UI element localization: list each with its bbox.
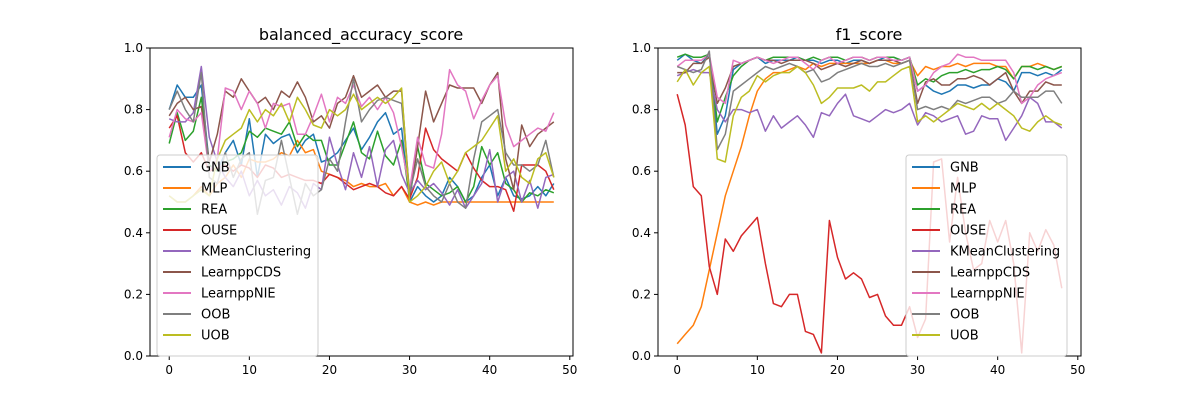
y-tick-label: 0.0 [632, 349, 651, 363]
series-line-learnppnie [168, 68, 555, 191]
legend-label-rea: REA [950, 203, 976, 218]
legend-label-kmeanclustering: KMeanClustering [201, 245, 311, 260]
y-tick-label: 0.4 [632, 226, 651, 240]
legend-label-oob: OOB [201, 308, 230, 323]
y-tick-label: 0.8 [124, 103, 143, 117]
series-line-learnppnie [676, 53, 1063, 105]
y-tick-label: 0.4 [124, 226, 143, 240]
balanced-accuracy-chart: balanced_accuracy_score 0 10 20 30 40 50 0.0 0.… [124, 25, 578, 377]
legend-label-rea: REA [201, 203, 227, 218]
y-tick-label: 1.0 [632, 41, 651, 55]
y-tick-label: 0.8 [632, 103, 651, 117]
legend-box [905, 154, 1068, 357]
series-line-kmeanclustering [676, 68, 1063, 142]
legend-label-mlp: MLP [950, 182, 976, 197]
series-line-uob [676, 65, 1063, 163]
y-tick-label: 0.2 [632, 287, 651, 301]
y-tick-label: 0.2 [124, 287, 143, 301]
axes-frame [657, 47, 1082, 357]
legend-label-ouse: OUSE [950, 224, 986, 239]
f1-score-chart: f1_score 0 10 20 30 40 50 0.0 0.2 0.4 0.6 0.8 1.0 GN… [632, 25, 1086, 377]
x-tick-label: 50 [1070, 363, 1085, 377]
y-tick-label: 0.6 [124, 164, 143, 178]
x-tick-label: 0 [165, 363, 173, 377]
x-tick-label: 30 [402, 363, 417, 377]
x-tick-label: 20 [830, 363, 845, 377]
legend-label-learnppcds: LearnppCDS [950, 266, 1030, 281]
chart-title: f1_score [836, 25, 903, 45]
plot-area: 0 10 20 30 40 50 0.0 0.2 0.4 0.6 0.8 1.0 GNB MLP REA OU… [632, 41, 1086, 377]
legend-box [156, 154, 319, 357]
legend: GNB MLP REA OUSE KMeanClustering LearnppCDS Le… [905, 154, 1068, 357]
x-tick-label: 20 [322, 363, 337, 377]
y-tick-label: 0.6 [632, 164, 651, 178]
legend-label-kmeanclustering: KMeanClustering [950, 245, 1060, 260]
x-tick-label: 40 [482, 363, 497, 377]
legend-label-gnb: GNB [201, 161, 230, 176]
x-tick-label: 0 [673, 363, 681, 377]
legend-label-uob: UOB [201, 329, 230, 344]
x-tick-label: 10 [750, 363, 765, 377]
x-tick-label: 10 [242, 363, 257, 377]
legend-label-learnppcds: LearnppCDS [201, 266, 281, 281]
legend: GNB MLP REA OUSE KMeanClustering LearnppCDS Le… [156, 154, 319, 357]
legend-label-mlp: MLP [201, 182, 227, 197]
legend-label-uob: UOB [950, 329, 979, 344]
y-tick-label: 1.0 [124, 41, 143, 55]
series-line-uob [168, 87, 555, 203]
legend-label-learnppnie: LearnppNIE [950, 287, 1025, 302]
legend-label-learnppnie: LearnppNIE [201, 287, 276, 302]
x-tick-label: 30 [910, 363, 925, 377]
legend-label-gnb: GNB [950, 161, 979, 176]
legend-label-oob: OOB [950, 308, 979, 323]
legend-label-ouse: OUSE [201, 224, 237, 239]
axes-frame [149, 47, 574, 357]
x-tick-label: 50 [562, 363, 577, 377]
plot-area: 0 10 20 30 40 50 0.0 0.2 0.4 0.6 0.8 1.0 GNB MLP REA OU… [124, 41, 578, 377]
y-tick-label: 0.0 [124, 349, 143, 363]
chart-title: balanced_accuracy_score [259, 25, 463, 45]
x-tick-label: 40 [990, 363, 1005, 377]
